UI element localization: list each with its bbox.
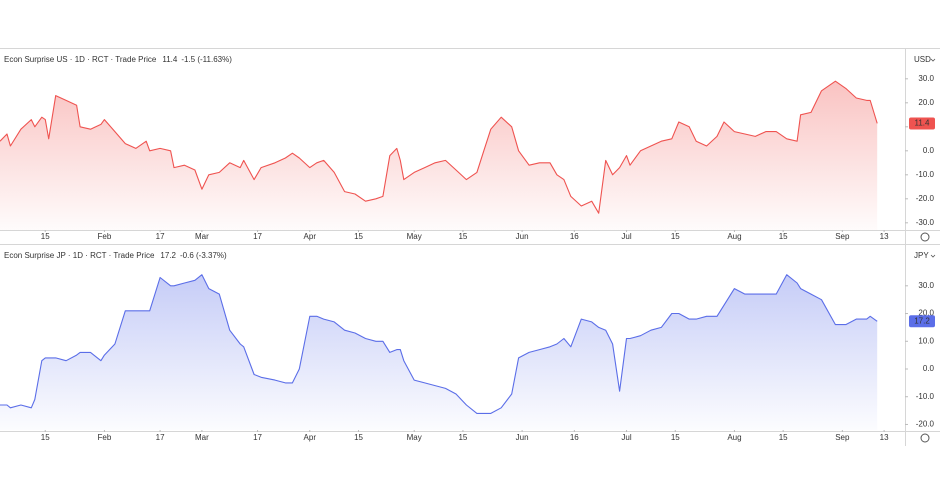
y-tick-label: -20.0 (916, 194, 935, 203)
x-tick-label: Sep (835, 232, 850, 241)
last-value: 17.2 (160, 251, 176, 260)
x-tick-label: 15 (671, 433, 680, 442)
y-tick-label: 20.0 (918, 309, 934, 318)
last-value-tag (909, 117, 935, 130)
x-tick-label: Apr (304, 232, 317, 241)
x-tick-label: Jun (516, 232, 529, 241)
y-tick-label: -10.0 (916, 392, 935, 401)
currency-caret (930, 254, 936, 258)
x-tick-label: 16 (570, 433, 579, 442)
x-tick-label: 15 (354, 232, 363, 241)
currency-caret (930, 58, 936, 62)
x-tick-label: May (407, 232, 422, 241)
series-title: Econ Surprise JP · 1D · RCT · Trade Pric… (4, 251, 155, 260)
last-value-tag-label: 17.2 (914, 316, 930, 325)
y-tick-label: 20.0 (918, 98, 934, 107)
last-value: 11.4 (162, 55, 178, 64)
x-tick-label: Jun (516, 433, 529, 442)
x-tick-label: Apr (304, 433, 317, 442)
settings-icon[interactable] (920, 433, 930, 443)
y-tick-label: 10.0 (918, 336, 934, 345)
x-tick-label: 15 (779, 232, 788, 241)
currency: USD (914, 55, 931, 64)
x-tick-label: 15 (458, 232, 467, 241)
x-tick-label: 15 (458, 433, 467, 442)
x-tick-label: 13 (880, 433, 889, 442)
x-tick-label: 17 (156, 433, 165, 442)
y-tick-label: -10.0 (916, 170, 935, 179)
x-tick-label: Sep (835, 433, 850, 442)
line (0, 274, 878, 414)
x-tick-label: Jul (621, 433, 631, 442)
y-tick-label: -30.0 (916, 218, 935, 227)
x-tick-label: 15 (779, 433, 788, 442)
line (0, 80, 878, 214)
x-tick-label: 15 (41, 433, 50, 442)
x-tick-label: 13 (880, 232, 889, 241)
x-tick-label: Jul (621, 232, 631, 241)
change-label: -0.6 (-3.37%) (180, 251, 227, 260)
x-tick-label: 17 (253, 433, 262, 442)
x-tick-label: 15 (354, 433, 363, 442)
x-tick-label: 15 (41, 232, 50, 241)
x-tick-label: Aug (727, 232, 741, 241)
last-value-tag (909, 315, 935, 328)
x-tick-label: 16 (570, 232, 579, 241)
x-tick-label: Feb (98, 433, 112, 442)
area-fill (0, 81, 878, 230)
y-tick-label: 30.0 (918, 74, 934, 83)
y-tick-label: 0.0 (923, 364, 935, 373)
x-tick-label: Feb (98, 232, 112, 241)
x-tick-label: Aug (727, 433, 741, 442)
y-tick-label: 0.0 (923, 146, 935, 155)
currency: JPY (914, 251, 929, 260)
area-fill (0, 274, 878, 430)
x-tick-label: Mar (195, 232, 209, 241)
series-title: Econ Surprise US · 1D · RCT · Trade Pric… (4, 55, 157, 64)
x-tick-label: 17 (156, 232, 165, 241)
x-tick-label: 15 (671, 232, 680, 241)
x-tick-label: May (407, 433, 422, 442)
last-value-tag-label: 11.4 (915, 119, 931, 128)
x-tick-label: 17 (253, 232, 262, 241)
x-tick-label: Mar (195, 433, 209, 442)
y-tick-label: 30.0 (918, 281, 934, 290)
change-label: -1.5 (-11.63%) (181, 55, 232, 64)
y-tick-label: -20.0 (916, 420, 935, 429)
settings-icon[interactable] (920, 232, 930, 242)
